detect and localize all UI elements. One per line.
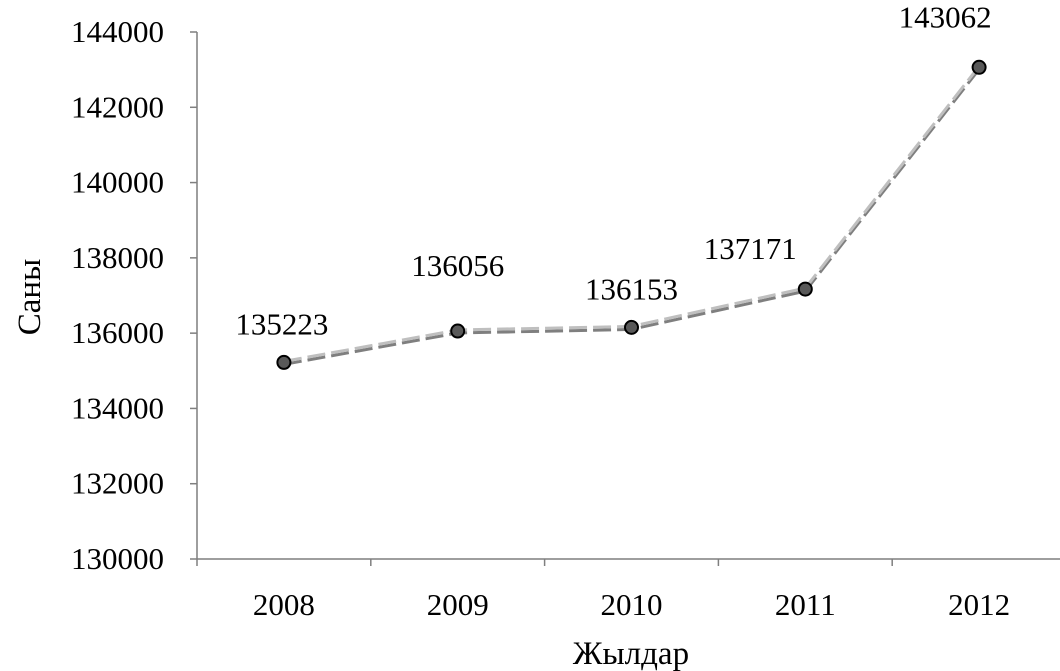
x-tick-label: 2009	[427, 587, 489, 622]
data-point	[971, 59, 987, 75]
x-tick-label: 2008	[253, 587, 315, 622]
data-label: 137171	[704, 231, 797, 266]
y-tick-label: 130000	[71, 541, 164, 576]
data-labels: 135223 136056 136153 137171 143062	[235, 0, 991, 341]
x-tick-label: 2012	[948, 587, 1010, 622]
data-point	[450, 323, 466, 339]
data-label: 143062	[899, 0, 992, 34]
y-tick-label: 136000	[71, 315, 164, 350]
data-label: 136153	[585, 271, 678, 306]
y-tick-label: 138000	[71, 240, 164, 275]
data-label: 136056	[411, 248, 504, 283]
data-point	[624, 319, 639, 335]
y-axis: 130000 132000 134000 136000 138000 140000 1420…	[71, 14, 198, 576]
x-axis-title: Жылдар	[573, 636, 689, 671]
y-tick-label: 132000	[71, 466, 164, 501]
y-tick-label: 144000	[71, 14, 164, 49]
y-tick-label: 134000	[71, 390, 164, 425]
y-tick-label: 142000	[71, 89, 164, 124]
x-tick-label: 2011	[775, 587, 836, 622]
y-tick-label: 140000	[71, 165, 164, 200]
data-point	[276, 354, 292, 370]
x-axis: 2008 2009 2010 2011 2012	[196, 558, 1060, 622]
series-line	[283, 65, 981, 363]
y-axis-title: Саны	[12, 259, 48, 336]
data-point	[797, 281, 813, 297]
data-label: 135223	[235, 306, 328, 341]
x-tick-label: 2010	[601, 587, 663, 622]
series	[276, 59, 987, 370]
